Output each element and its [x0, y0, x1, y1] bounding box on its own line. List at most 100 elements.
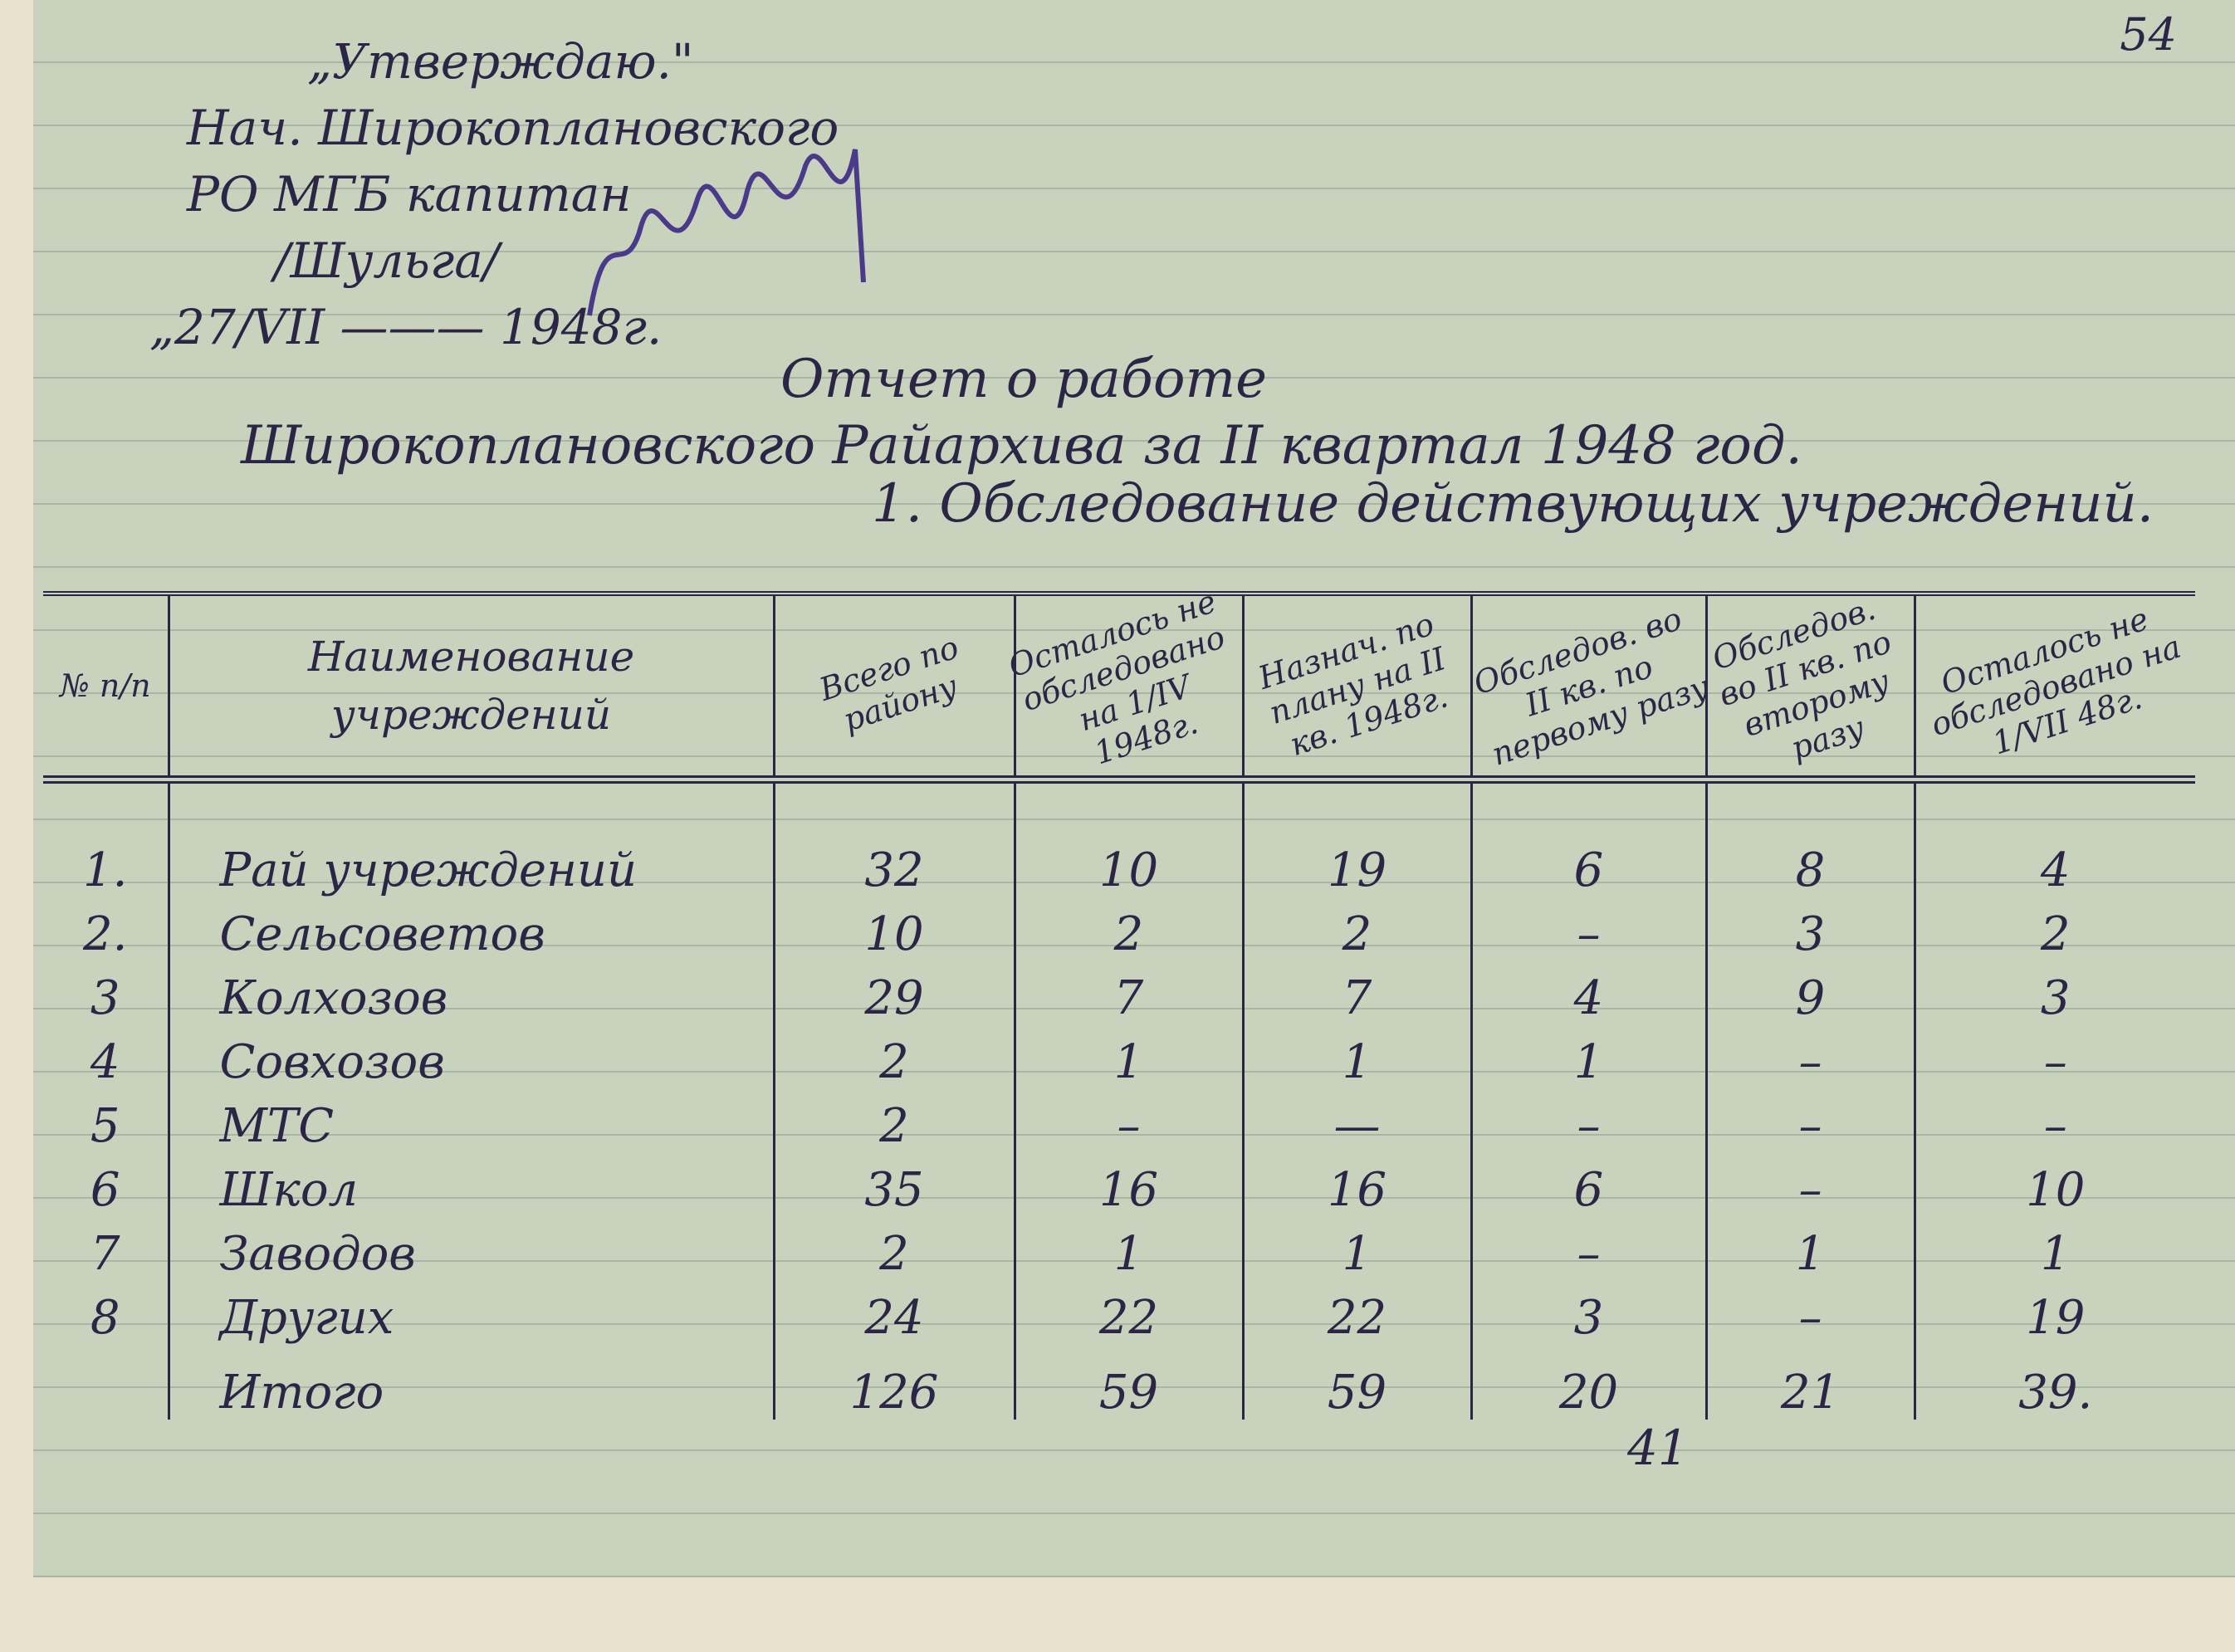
cell-value: 59: [1241, 1345, 1471, 1420]
cell-value: 3: [1913, 961, 2195, 1025]
row-number: 2.: [83, 907, 128, 961]
cell-value: 16: [1013, 1153, 1243, 1217]
cell-value: 24: [772, 1281, 1015, 1345]
row-number: 8: [90, 1291, 120, 1345]
institution-name: Сельсоветов: [167, 897, 774, 961]
cell-value: 21: [1704, 1345, 1915, 1420]
institution-name: Итого: [167, 1345, 774, 1420]
cell-value: 22: [1013, 1281, 1243, 1345]
approval-line: Нач. Широкоплановского: [187, 100, 839, 156]
report-title: Отчет о работе: [780, 349, 1268, 410]
row-number: 7: [90, 1227, 120, 1281]
header-name: Наименование учреждений: [167, 594, 774, 780]
cell-value: 2: [1913, 897, 2195, 961]
signature: [587, 149, 866, 316]
total-row: Итого 126 59 59 20 21 39.: [43, 1345, 2195, 1420]
cell-value: 8: [1704, 780, 1915, 897]
table-row: 4 Совхозов 2 1 1 1– –: [43, 1025, 2195, 1089]
cell-value: –: [1470, 1217, 1706, 1281]
institution-name: Других: [167, 1281, 774, 1345]
report-subtitle: Широкоплановского Райархива за II кварта…: [241, 415, 1802, 477]
table-row: 1. Рай учреждений 32 10 19 6 8 4: [43, 780, 2195, 897]
approval-date: „27/VII ——— 1948г.: [149, 299, 663, 355]
cell-value: 1: [1013, 1025, 1243, 1089]
cell-value: 59: [1013, 1345, 1243, 1420]
cell-value: 10: [772, 897, 1015, 961]
cell-value: 32: [772, 780, 1015, 897]
page-number: 54: [2120, 8, 2177, 61]
institution-name: Колхозов: [167, 961, 774, 1025]
cell-value: –: [1470, 1089, 1706, 1153]
cell-value: 10: [1913, 1153, 2195, 1217]
cell-value: 6: [1470, 780, 1706, 897]
row-number: 4: [90, 1035, 120, 1089]
cell-value: 29: [772, 961, 1015, 1025]
institution-name: МТС: [167, 1089, 774, 1153]
cell-value: –: [1913, 1089, 2195, 1153]
table-row: 3 Колхозов 29 7 7 4 9 3: [43, 961, 2195, 1025]
cell-value: 4: [1913, 780, 2195, 897]
cell-value: 20: [1470, 1345, 1706, 1420]
cell-value: 2: [1013, 897, 1243, 961]
approval-line: /Шульга/: [274, 232, 500, 289]
cell-value: 7: [1013, 961, 1243, 1025]
header-remaining-end: Осталось не обследовано на 1/VII 48г.: [1913, 594, 2195, 780]
approval-line: „Утверждаю.": [307, 33, 694, 90]
header-number: № п/п: [59, 667, 151, 704]
cell-value: 3: [1704, 897, 1915, 961]
cell-value: 7: [1241, 961, 1471, 1025]
cell-value: 3: [1470, 1281, 1706, 1345]
cell-value: —: [1241, 1089, 1471, 1153]
cell-value: 1: [1241, 1217, 1471, 1281]
institution-name: Совхозов: [167, 1025, 774, 1089]
cell-value: 39.: [1913, 1345, 2195, 1420]
cell-value: 2: [772, 1089, 1015, 1153]
row-number: 6: [90, 1163, 120, 1217]
cell-value: 2: [1241, 897, 1471, 961]
cell-value: 19: [1241, 780, 1471, 897]
cell-value: 1: [1913, 1217, 2195, 1281]
row-number: [43, 1345, 169, 1420]
cell-value: 1: [1470, 1025, 1706, 1089]
table-row: 5 МТС 2– — – – –: [43, 1089, 2195, 1153]
cell-value: –: [1470, 897, 1706, 961]
cell-value: 1: [1013, 1217, 1243, 1281]
cell-value: –: [1704, 1153, 1915, 1217]
cell-value: 22: [1241, 1281, 1471, 1345]
cell-value: 35: [772, 1153, 1015, 1217]
cell-value: 1: [1241, 1025, 1471, 1089]
institution-name: Школ: [167, 1153, 774, 1217]
cell-value: 16: [1241, 1153, 1471, 1217]
header-planned: Назнач. по плану на II кв. 1948г.: [1241, 594, 1471, 780]
table-row: 7 Заводов 2 1 1–1 1: [43, 1217, 2195, 1281]
table-row: 2. Сельсоветов 10 2 2–3 2: [43, 897, 2195, 961]
approval-line: РО МГБ капитан: [187, 166, 632, 222]
cell-value: 6: [1470, 1153, 1706, 1217]
cell-value: 126: [772, 1345, 1015, 1420]
cell-value: –: [1013, 1089, 1243, 1153]
cell-value: 9: [1704, 961, 1915, 1025]
table-row: 8 Других 24 22 22 3–19: [43, 1281, 2195, 1345]
cell-value: –: [1704, 1089, 1915, 1153]
cell-value: 10: [1013, 780, 1243, 897]
survey-table: № п/п Наименование учреждений Всего по р…: [43, 583, 2195, 1420]
cell-value: –: [1913, 1025, 2195, 1089]
table-header-row: № п/п Наименование учреждений Всего по р…: [43, 583, 2195, 780]
cell-value: 4: [1470, 961, 1706, 1025]
table-row: 6 Школ 35 16 16 6–10: [43, 1153, 2195, 1217]
row-number: 1.: [83, 843, 128, 897]
header-remaining-start: Осталось не обследовано на 1/IV 1948г.: [1004, 583, 1243, 780]
cell-value: –: [1704, 1281, 1915, 1345]
cell-value: 1: [1704, 1217, 1915, 1281]
cell-value: 19: [1913, 1281, 2195, 1345]
header-total: Всего по району: [772, 594, 1015, 780]
header-second-survey: Обследов. во II кв. по второму разу: [1704, 590, 1915, 780]
row-number: 3: [90, 971, 120, 1025]
cell-value: 2: [772, 1217, 1015, 1281]
footer-mark: 41: [1627, 1420, 1689, 1476]
row-number: 5: [90, 1099, 120, 1153]
section-heading: 1. Обследование действующих учреждений.: [872, 473, 2154, 535]
institution-name: Рай учреждений: [167, 780, 774, 897]
cell-value: –: [1704, 1025, 1915, 1089]
cell-value: 2: [772, 1025, 1015, 1089]
